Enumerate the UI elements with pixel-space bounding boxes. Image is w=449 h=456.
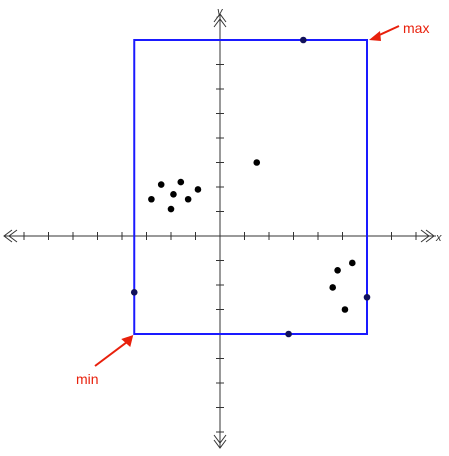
min-arrow-line bbox=[94, 340, 129, 367]
max-arrow-head bbox=[369, 31, 381, 41]
cluster-right-point bbox=[349, 259, 356, 267]
cluster-left-point bbox=[157, 181, 165, 188]
min-label: min bbox=[76, 371, 99, 387]
cluster-left-point bbox=[167, 205, 175, 213]
y-axis-top-arrow bbox=[213, 13, 227, 28]
x-axis-label: x bbox=[435, 232, 442, 244]
data-points bbox=[130, 36, 371, 338]
cluster-left-point bbox=[194, 186, 202, 193]
cluster-left-point bbox=[177, 178, 185, 186]
x-axis-right-arrow bbox=[420, 229, 435, 243]
bounding-box bbox=[133, 39, 368, 335]
middle-point bbox=[253, 159, 261, 166]
y-axis-label: y bbox=[216, 6, 224, 18]
cluster-left-point bbox=[148, 195, 155, 203]
cluster-right-point bbox=[329, 284, 337, 291]
cluster-left-point bbox=[170, 191, 177, 198]
cluster-left-point bbox=[184, 195, 192, 203]
boundary-point bbox=[130, 289, 138, 296]
min-arrow-head bbox=[121, 335, 134, 347]
cluster-right-point bbox=[341, 306, 349, 313]
annotations: x y max min bbox=[76, 6, 442, 387]
x-axis-left-arrow bbox=[3, 229, 18, 243]
boundary-point bbox=[300, 36, 307, 44]
bounding-box-rect bbox=[133, 39, 368, 335]
y-axis-bottom-arrow bbox=[213, 434, 227, 449]
boundary-point bbox=[285, 330, 292, 338]
cluster-right-point bbox=[334, 267, 341, 274]
boundary-point bbox=[363, 293, 371, 301]
max-label: max bbox=[403, 20, 429, 36]
axes bbox=[3, 13, 436, 449]
